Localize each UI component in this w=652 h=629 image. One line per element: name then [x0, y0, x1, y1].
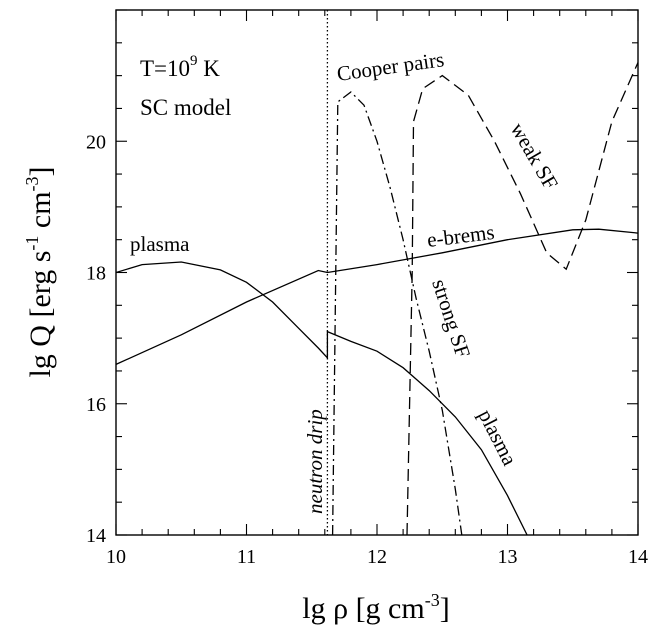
temperature-label: T=109 K: [140, 53, 220, 81]
e-brems-label: e-brems: [426, 220, 496, 252]
series-plasma: [116, 261, 528, 535]
series-strong-SF: [331, 91, 463, 535]
y-tick-label: 18: [86, 263, 106, 285]
plasma-top-label: plasma: [130, 232, 190, 256]
x-tick-label: 11: [237, 546, 256, 568]
x-tick-label: 14: [628, 546, 648, 568]
y-axis-label: lg Q [erg s-1 cm-3]: [22, 166, 57, 377]
axis-ticks: [115, 9, 639, 536]
strong-sf-label: strong SF: [427, 276, 475, 361]
series-e-brems: [116, 228, 638, 365]
plasma-bottom-label: plasma: [474, 405, 523, 470]
y-tick-label: 16: [86, 394, 106, 416]
plot-frame: [115, 9, 639, 536]
y-tick-label: 14: [86, 525, 106, 547]
x-tick-labels: 10 11 12 13 14: [106, 546, 648, 568]
y-tick-labels: 14 16 18 20: [86, 131, 106, 547]
x-axis-label: lg ρ [g cm-3]: [302, 590, 449, 625]
model-label: SC model: [140, 95, 231, 120]
y-tick-label: 20: [86, 131, 106, 153]
neutron-drip-label: neutron drip: [303, 409, 327, 514]
x-tick-label: 10: [106, 546, 126, 568]
curves: [116, 62, 638, 535]
cooper-pairs-label: Cooper pairs: [335, 47, 445, 86]
series-weak-SF: [406, 62, 638, 535]
x-tick-label: 13: [498, 546, 518, 568]
x-tick-label: 12: [367, 546, 387, 568]
